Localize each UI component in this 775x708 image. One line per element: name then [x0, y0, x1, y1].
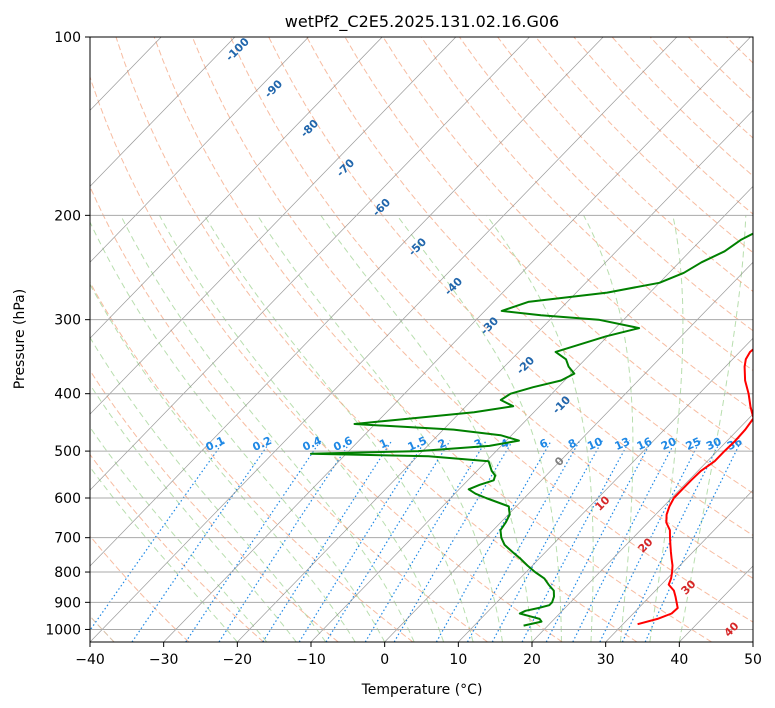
dry-adiabats: [90, 37, 775, 642]
moist-adiabat-line: [203, 215, 474, 642]
y-axis-ticks: 100 200 300 400 500 600 700 800 900 1000: [45, 30, 90, 638]
moist-adiabats: [90, 215, 747, 642]
x-tick-label: −10: [296, 652, 326, 668]
mixing-ratio-labels: 0.1 0.2 0.4 0.6 1 1.5 2 3 4 6 8 10 13 16 20 25 30 36: [204, 434, 745, 454]
dry-adiabat-line: [90, 369, 339, 642]
moist-adiabat-line: [320, 215, 533, 642]
mixing-ratio-lines: [90, 440, 742, 642]
mixing-ratio-line: [262, 440, 393, 642]
x-axis-ticks: −40 −30 −20 −10 0 10 20 30 40 50: [75, 642, 762, 668]
x-tick-label: 10: [449, 652, 467, 668]
mixing-ratio-label: 30: [704, 435, 724, 453]
x-tick-label: 20: [523, 652, 541, 668]
mixing-ratio-line: [298, 440, 426, 642]
moist-adiabat-line: [90, 383, 297, 642]
dry-adiabat-line: [90, 185, 488, 642]
mixing-ratio-line: [131, 440, 272, 642]
plot-frame: [89, 36, 754, 643]
y-tick-label: 1000: [45, 622, 81, 638]
isotherm-line: [90, 37, 236, 187]
moist-adiabat-line: [678, 215, 747, 642]
moist-adiabat-line: [90, 220, 386, 642]
moist-adiabat-line: [120, 215, 415, 642]
plot-background: [90, 37, 753, 642]
mixing-ratio-line: [466, 440, 581, 642]
isotherm-line: [752, 641, 753, 642]
dry-adiabat-line: [115, 37, 638, 642]
x-tick-label: 50: [744, 652, 762, 668]
mixing-ratio-line: [218, 440, 352, 642]
mixing-ratio-label: 13: [613, 435, 632, 453]
moist-adiabat-line: [396, 215, 562, 642]
mixing-ratio-line: [599, 440, 701, 642]
isotherm-line: [531, 413, 753, 642]
y-tick-label: 200: [54, 208, 81, 224]
isotherm-line: [90, 37, 383, 339]
moist-adiabat-line: [90, 283, 356, 642]
y-axis-label: Pressure (hPa): [12, 289, 28, 389]
y-tick-label: 800: [54, 565, 81, 581]
dry-adiabat-line: [306, 37, 753, 494]
x-tick-label: 40: [670, 652, 688, 668]
mixing-ratio-line: [364, 440, 487, 642]
dry-adiabat-line: [90, 535, 190, 642]
mixing-ratio-label: 25: [684, 435, 703, 453]
chart-title: wetPf2_C2E5.2025.131.02.16.G06: [285, 12, 559, 32]
isotherm-line: [90, 37, 530, 491]
mixing-ratio-line: [621, 440, 722, 642]
isotherm-line: [458, 337, 753, 642]
isotherms: [90, 37, 753, 642]
y-tick-label: 600: [54, 491, 81, 507]
temperature-profile-line: [637, 348, 753, 626]
y-tick-label: 100: [54, 30, 81, 46]
isotherm-line: [310, 185, 753, 642]
mixing-ratio-line: [435, 440, 552, 642]
moist-adiabat-line: [90, 336, 327, 642]
dry-adiabat-line: [153, 37, 712, 642]
moist-adiabat-line: [583, 215, 634, 642]
y-tick-label: 700: [54, 531, 81, 547]
x-tick-label: 0: [380, 652, 389, 668]
mixing-ratio-label: 36: [725, 435, 745, 453]
dry-adiabat-line: [230, 37, 753, 579]
x-tick-label: −20: [223, 652, 253, 668]
isotherm-line: [384, 261, 753, 642]
isotherm-line: [90, 37, 457, 415]
moist-adiabat-line: [486, 215, 594, 642]
profile-series: [310, 232, 753, 627]
dry-adiabat-line: [382, 37, 753, 412]
dry-adiabat-line: [420, 37, 753, 372]
isotherm-line: [90, 37, 309, 263]
mixing-ratio-label: 10: [585, 435, 605, 453]
dry-adiabat-line: [497, 37, 753, 293]
y-tick-label: 500: [54, 444, 81, 460]
mixing-ratio-line: [491, 440, 603, 642]
isotherm-line: [237, 109, 753, 642]
x-tick-label: 30: [597, 652, 615, 668]
dry-adiabat-line: [90, 75, 563, 642]
isotherm-line: [605, 489, 753, 642]
dry-adiabat-line: [191, 37, 753, 623]
y-tick-label: 400: [54, 387, 81, 403]
isotherm-line: [163, 37, 751, 642]
dry-adiabat-line: [90, 281, 414, 642]
dry-adiabat-line: [765, 37, 775, 642]
mixing-ratio-line: [325, 440, 451, 642]
isotherm-line: [90, 37, 604, 567]
y-tick-label: 300: [54, 313, 81, 329]
mixing-ratio-line: [185, 440, 322, 642]
y-tick-label: 900: [54, 595, 81, 611]
x-tick-label: −40: [75, 652, 105, 668]
x-axis-label: Temperature (°C): [361, 682, 483, 698]
isotherm-line: [90, 37, 678, 642]
moist-adiabat-line: [159, 215, 445, 642]
x-tick-label: −30: [149, 652, 179, 668]
dewpoint-profile-line: [310, 232, 753, 627]
mixing-ratio-label: 20: [659, 435, 679, 453]
mixing-ratio-label: 16: [635, 435, 655, 453]
